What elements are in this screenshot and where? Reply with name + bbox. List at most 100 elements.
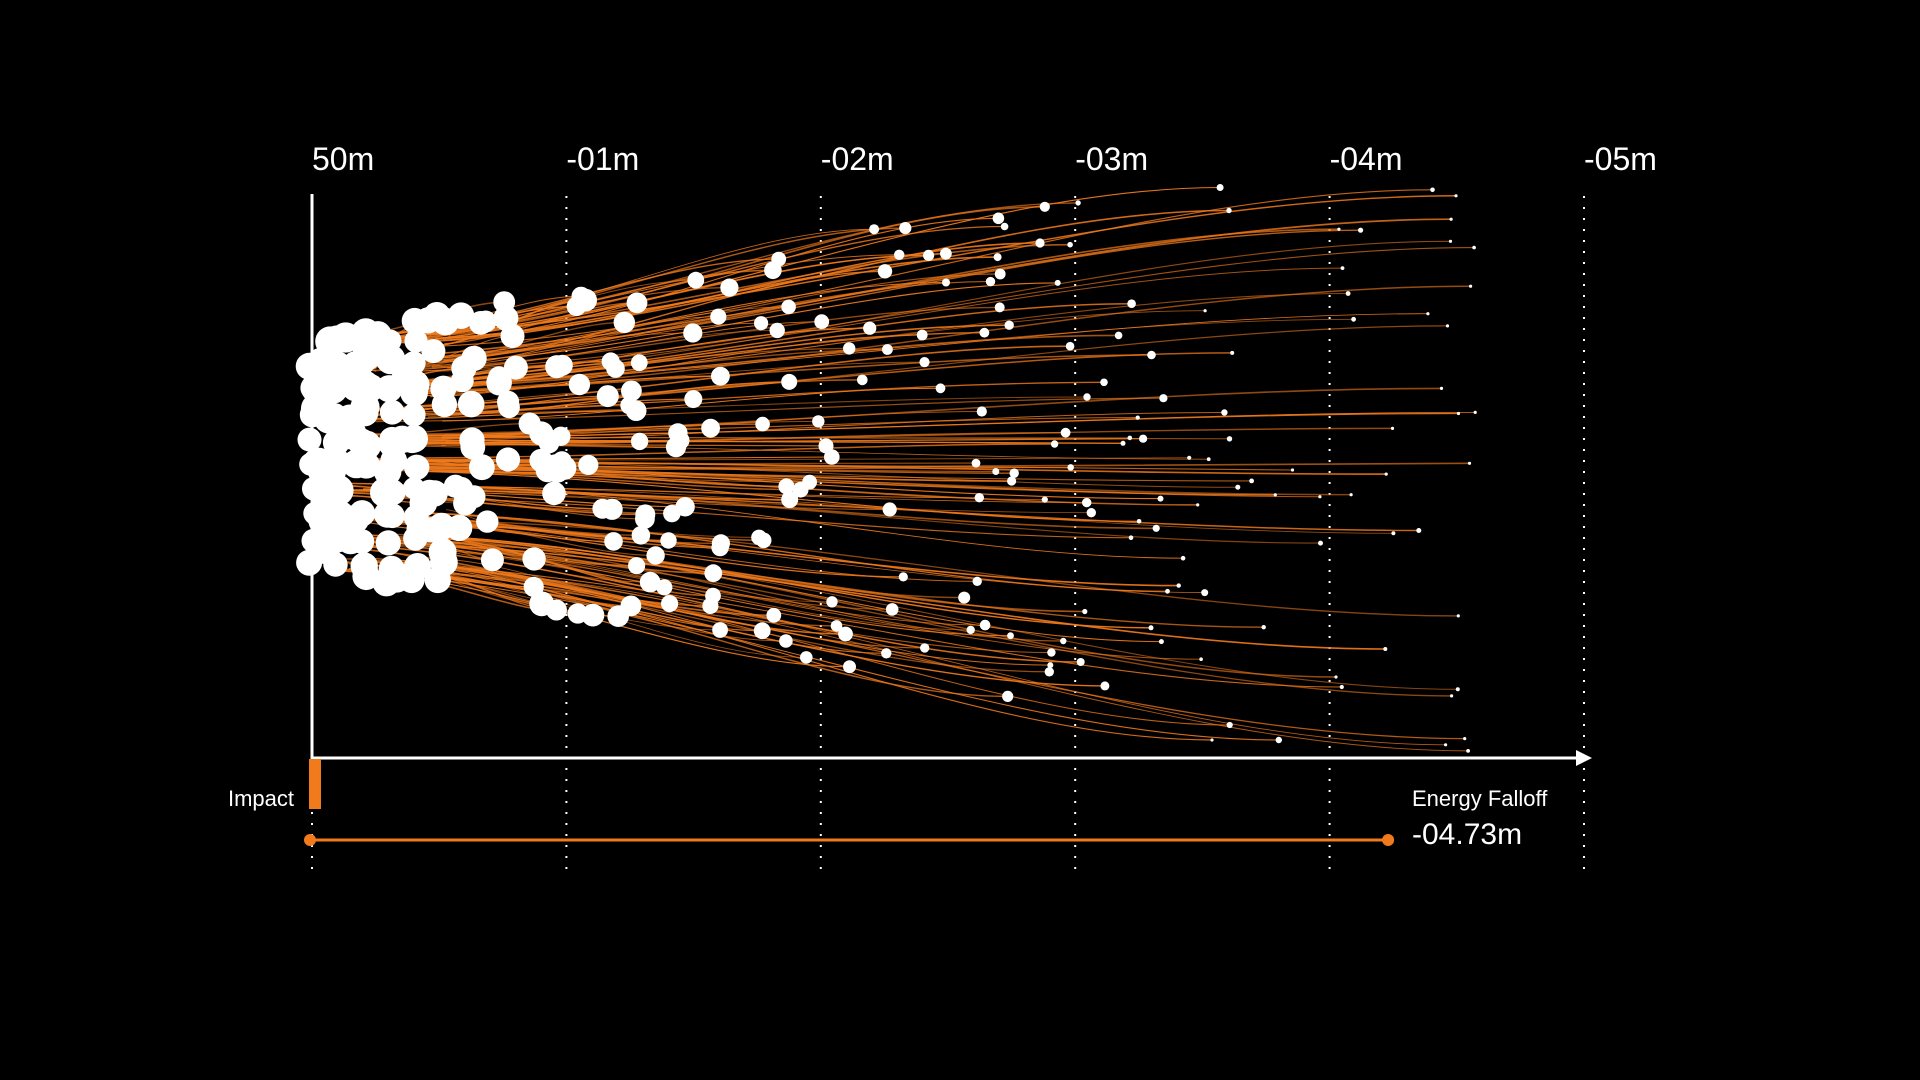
particle-point xyxy=(1120,440,1126,446)
particle-point xyxy=(545,599,567,621)
particle-trail xyxy=(428,282,1058,364)
particle-point xyxy=(1210,738,1214,742)
particle-point xyxy=(751,529,767,546)
particle-point xyxy=(923,249,935,261)
particle-point xyxy=(1050,440,1059,448)
particle-trail xyxy=(411,534,1152,629)
particle-point xyxy=(574,288,597,312)
x-tick-label-1: -01m xyxy=(566,141,639,177)
particle-point xyxy=(350,552,378,580)
particle-point xyxy=(453,491,478,516)
particle-point xyxy=(704,564,723,583)
particle-point xyxy=(781,299,796,315)
x-tick-label-3: -03m xyxy=(1075,141,1148,177)
particle-point xyxy=(621,380,642,402)
particle-point xyxy=(1261,625,1266,630)
particle-point xyxy=(480,548,504,572)
particle-point xyxy=(1334,675,1338,679)
particle-point xyxy=(972,576,982,586)
x-tick-label-4: -04m xyxy=(1330,141,1403,177)
particle-point xyxy=(1147,350,1156,360)
particle-point xyxy=(826,596,838,608)
particle-point xyxy=(1203,309,1207,313)
particle-point xyxy=(771,251,787,267)
particle-point xyxy=(1044,667,1055,677)
particle-trail xyxy=(438,537,665,589)
particle-point xyxy=(684,390,703,409)
particle-point xyxy=(401,351,426,375)
particle-point xyxy=(601,352,620,371)
particle-point xyxy=(1466,749,1470,753)
particle-point xyxy=(1075,200,1081,206)
particle-point xyxy=(1054,279,1061,286)
particle-point xyxy=(324,525,352,553)
particle-point xyxy=(992,212,1005,225)
particle-point xyxy=(1159,394,1168,403)
particle-trail xyxy=(427,537,1085,613)
particle-point xyxy=(545,459,570,483)
particle-point xyxy=(1086,508,1097,518)
particle-point xyxy=(1275,736,1283,744)
particle-point xyxy=(326,479,349,503)
particle-trail xyxy=(374,561,1469,752)
particle-trail xyxy=(382,521,1179,587)
particle-point xyxy=(404,553,431,580)
particle-point xyxy=(578,454,599,475)
particle-point xyxy=(857,374,868,386)
particle-trail xyxy=(368,443,827,447)
particle-point xyxy=(792,481,809,498)
particle-point xyxy=(378,329,402,353)
particle-trail xyxy=(443,464,996,473)
particle-point xyxy=(663,504,681,523)
particle-point xyxy=(542,481,566,506)
particle-point xyxy=(898,572,908,582)
particle-point xyxy=(1157,495,1164,502)
particle-point xyxy=(881,648,892,659)
x-tick-label-5: -05m xyxy=(1584,141,1657,177)
particle-point xyxy=(327,450,352,474)
particle-point xyxy=(1035,238,1045,248)
particle-point xyxy=(601,498,623,520)
particle-point xyxy=(1444,743,1448,747)
particle-point xyxy=(626,292,648,314)
particle-point xyxy=(1039,201,1050,212)
particle-point xyxy=(1041,496,1048,503)
particle-point xyxy=(1221,409,1228,416)
particle-point xyxy=(1416,528,1422,533)
particle-point xyxy=(639,571,661,593)
particle-point xyxy=(720,278,739,297)
particle-point xyxy=(755,416,770,432)
particle-point xyxy=(1065,341,1075,351)
particle-point xyxy=(529,421,554,446)
particle-point xyxy=(327,501,355,528)
particle-point xyxy=(1439,386,1444,390)
particle-point xyxy=(493,305,519,331)
particle-point xyxy=(656,579,673,596)
particle-point xyxy=(712,622,728,638)
particle-point xyxy=(1007,476,1017,486)
particle-point xyxy=(1384,472,1388,476)
particle-point xyxy=(661,595,679,613)
particle-point xyxy=(1456,411,1461,416)
particle-trail xyxy=(319,218,1452,362)
particle-point xyxy=(1100,378,1108,387)
particle-point xyxy=(631,526,651,545)
particle-point xyxy=(1135,415,1140,420)
particle-point xyxy=(1358,227,1364,233)
particle-point xyxy=(379,503,405,529)
particle-point xyxy=(400,425,429,453)
particle-trail xyxy=(381,538,986,626)
particle-point xyxy=(596,385,619,408)
particle-point xyxy=(1196,503,1200,507)
particle-point xyxy=(403,477,425,500)
particle-point xyxy=(1152,524,1160,532)
particle-point xyxy=(351,452,374,475)
energy-falloff-label: Energy Falloff xyxy=(1412,786,1548,811)
falloff-end-dot xyxy=(1382,834,1395,846)
particle-point xyxy=(1226,207,1232,214)
particle-point xyxy=(379,426,405,453)
particle-point xyxy=(992,468,1000,475)
particle-trail xyxy=(441,381,790,417)
particle-point xyxy=(495,447,521,472)
particle-trail xyxy=(351,535,1264,628)
